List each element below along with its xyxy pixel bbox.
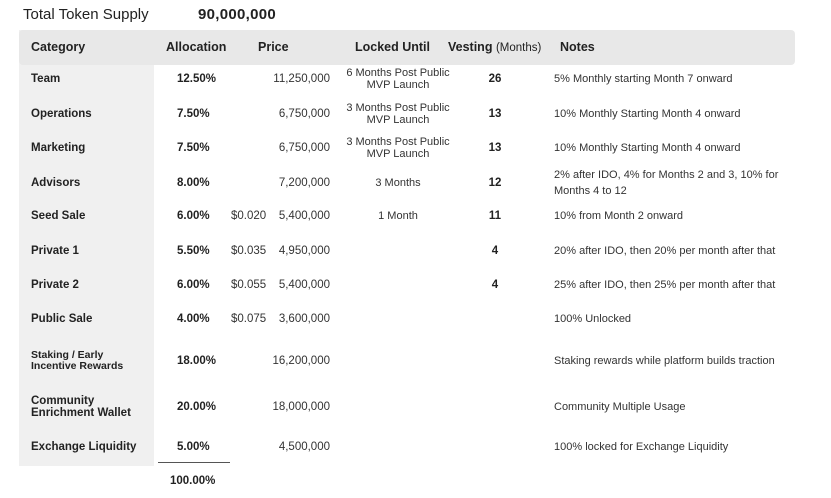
header-allocation: Allocation — [166, 40, 227, 54]
total-supply-label: Total Token Supply — [23, 5, 149, 23]
amount-cell: 6,750,000 — [278, 108, 330, 120]
locked-until-cell: 6 Months Post Public MVP Launch — [346, 67, 450, 91]
notes-cell: Community Multiple Usage — [554, 401, 686, 413]
table-row: Operations 7.50% 6,750,000 3 Months Post Pu… — [0, 99, 831, 129]
vesting-cell — [470, 339, 520, 383]
table-row: Private 2 6.00% $0.055 5,400,000 4 25% after … — [0, 270, 831, 300]
notes-cell: 100% locked for Exchange Liquidity — [554, 441, 729, 453]
header-category: Category — [31, 40, 86, 54]
category-column-background — [19, 30, 154, 466]
locked-until-cell — [335, 270, 461, 300]
allocation-cell: 6.00% — [177, 210, 210, 222]
table-row: Public Sale 4.00% $0.075 3,600,000 100% Unlo… — [0, 304, 831, 334]
notes-cell: 25% after IDO, then 25% per month after … — [554, 279, 776, 291]
vesting-cell: 26 — [488, 73, 502, 85]
notes-cell: 10% Monthly Starting Month 4 onward — [554, 142, 741, 154]
unit-price-cell: $0.020 — [231, 210, 267, 222]
vesting-cell — [470, 304, 520, 334]
vesting-cell — [470, 431, 520, 463]
header-vesting-label: Vesting — [448, 40, 493, 54]
notes-cell: 10% from Month 2 onward — [554, 210, 684, 222]
category-cell: Exchange Liquidity — [31, 441, 137, 453]
table-row: Seed Sale 6.00% $0.020 5,400,000 1 Month 11 10… — [0, 201, 831, 231]
vesting-cell — [470, 385, 520, 429]
category-cell: Private 2 — [31, 279, 79, 291]
category-cell: Private 1 — [31, 245, 79, 257]
allocation-cell: 20.00% — [177, 401, 217, 413]
locked-until-cell: 3 Months Post Public MVP Launch — [346, 136, 450, 160]
notes-cell: 20% after IDO, then 20% per month after … — [554, 245, 776, 257]
allocation-cell: 8.00% — [177, 177, 210, 189]
allocation-cell: 5.00% — [177, 441, 210, 453]
amount-cell: 11,250,000 — [273, 73, 330, 85]
unit-price-cell: $0.035 — [231, 245, 267, 257]
allocation-cell: 18.00% — [177, 355, 217, 367]
locked-until-cell — [335, 304, 461, 334]
category-cell: Operations — [31, 108, 92, 120]
amount-cell: 5,400,000 — [278, 210, 330, 222]
locked-until-cell: 3 Months Post Public MVP Launch — [346, 102, 450, 126]
allocation-cell: 6.00% — [177, 279, 210, 291]
total-divider — [158, 462, 230, 463]
allocation-cell: 5.50% — [177, 245, 210, 257]
amount-cell: 7,200,000 — [278, 177, 330, 189]
locked-until-cell — [335, 431, 461, 463]
locked-until-cell — [335, 236, 461, 266]
locked-until-cell: 3 Months — [375, 177, 421, 189]
amount-cell: 4,950,000 — [278, 245, 330, 257]
table-row: Staking / Early Incentive Rewards 18.00% 1… — [0, 339, 831, 383]
notes-cell: 5% Monthly starting Month 7 onward — [554, 73, 733, 85]
unit-price-cell: $0.075 — [231, 313, 267, 325]
header-vesting: Vesting (Months) — [448, 30, 541, 65]
category-cell: Community Enrichment Wallet — [31, 395, 131, 419]
table-row: Community Enrichment Wallet 20.00% 18,000,… — [0, 385, 831, 429]
category-cell: Seed Sale — [31, 210, 86, 222]
table-row: Exchange Liquidity 5.00% 4,500,000 100% loc… — [0, 431, 831, 463]
amount-cell: 6,750,000 — [278, 142, 330, 154]
allocation-cell: 7.50% — [177, 108, 210, 120]
table-row: Private 1 5.50% $0.035 4,950,000 4 20% after … — [0, 236, 831, 266]
unit-price-cell: $0.055 — [231, 279, 267, 291]
table-row: Team 12.50% 11,250,000 6 Months Post Public… — [0, 64, 831, 94]
table-row: Advisors 8.00% 7,200,000 3 Months 12 2% after… — [0, 167, 831, 199]
notes-cell: Staking rewards while platform builds tr… — [554, 355, 775, 367]
vesting-cell: 4 — [491, 245, 499, 257]
amount-cell: 16,200,000 — [272, 355, 330, 367]
header-notes: Notes — [560, 40, 595, 54]
allocation-cell: 4.00% — [177, 313, 210, 325]
category-cell: Advisors — [31, 177, 81, 189]
allocation-cell: 12.50% — [177, 73, 217, 85]
notes-cell: 100% Unlocked — [554, 313, 632, 325]
locked-until-cell: 1 Month — [378, 210, 418, 222]
vesting-cell: 4 — [491, 279, 499, 291]
vesting-cell: 11 — [488, 210, 502, 222]
notes-cell: 2% after IDO, 4% for Months 2 and 3, 10%… — [554, 169, 779, 197]
header-vesting-unit: (Months) — [495, 42, 542, 54]
locked-until-cell — [335, 339, 461, 383]
vesting-cell: 13 — [488, 108, 502, 120]
table-row: Marketing 7.50% 6,750,000 3 Months Post Pub… — [0, 133, 831, 163]
category-cell: Public Sale — [31, 313, 93, 325]
category-cell: Marketing — [31, 142, 86, 154]
header-price: Price — [258, 40, 289, 54]
category-cell: Staking / Early Incentive Rewards — [31, 349, 124, 372]
total-supply: Total Token Supply 90,000,000 — [23, 4, 276, 24]
table-header — [19, 30, 795, 65]
locked-until-cell — [335, 385, 461, 429]
total-supply-value: 90,000,000 — [198, 5, 277, 23]
amount-cell: 18,000,000 — [272, 401, 330, 413]
vesting-cell: 12 — [488, 177, 502, 189]
total-allocation: 100.00% — [170, 475, 216, 487]
amount-cell: 3,600,000 — [278, 313, 330, 325]
category-cell: Team — [31, 73, 61, 85]
notes-cell: 10% Monthly Starting Month 4 onward — [554, 108, 741, 120]
vesting-cell: 13 — [488, 142, 502, 154]
allocation-cell: 7.50% — [177, 142, 210, 154]
amount-cell: 5,400,000 — [278, 279, 330, 291]
amount-cell: 4,500,000 — [278, 441, 330, 453]
header-locked-until: Locked Until — [355, 40, 431, 54]
